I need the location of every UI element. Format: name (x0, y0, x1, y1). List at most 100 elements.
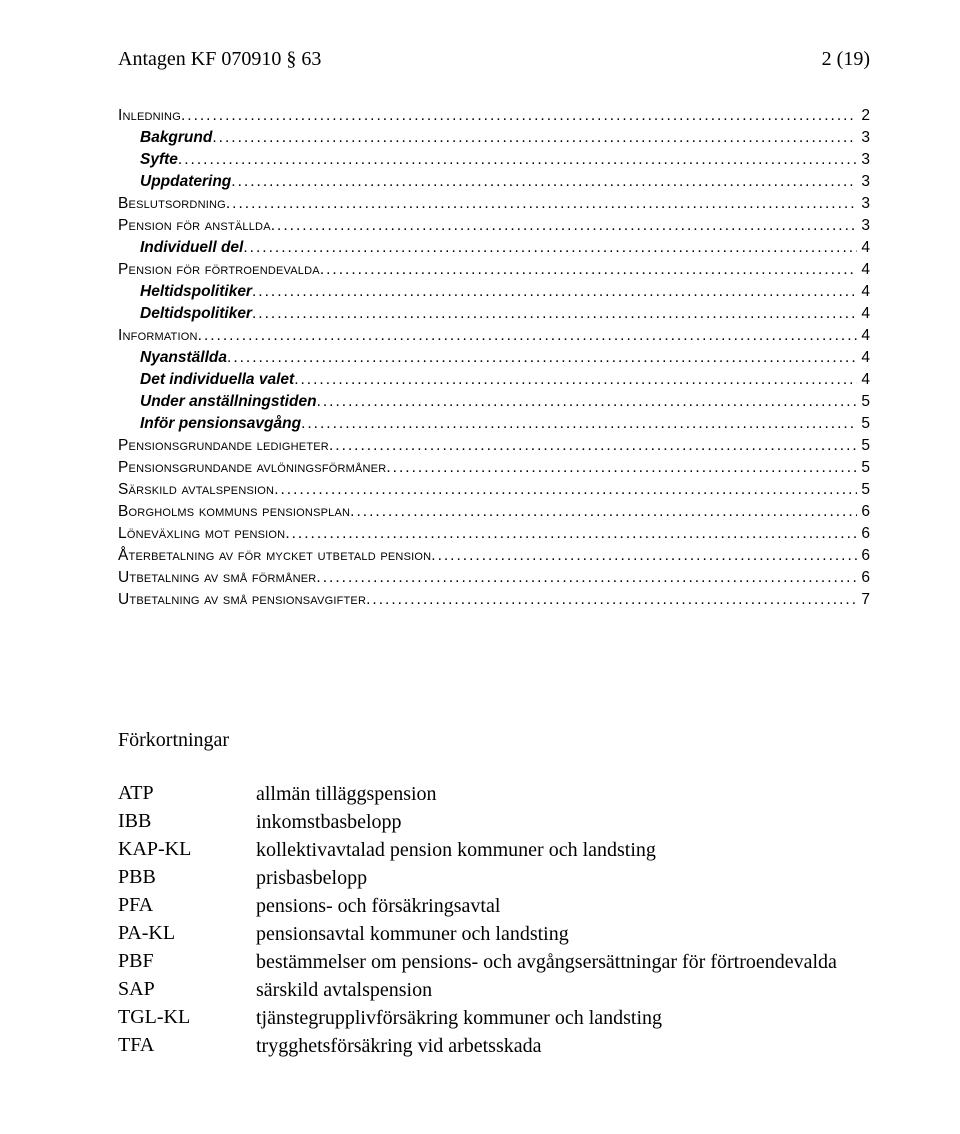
abbrev-key: ATP (118, 782, 256, 805)
toc-leader (227, 347, 857, 369)
toc-leader (285, 523, 857, 545)
toc-page-number: 5 (857, 457, 870, 479)
abbrev-value: pensions- och försäkringsavtal (256, 894, 870, 919)
abbrev-value: allmän tilläggspension (256, 782, 870, 807)
abbreviations-title: Förkortningar (118, 729, 870, 752)
toc-label: Inför pensionsavgång (140, 413, 301, 435)
toc-page-number: 5 (857, 391, 870, 413)
toc-page-number: 4 (857, 259, 870, 281)
toc-row: Individuell del 4 (118, 237, 870, 259)
abbrev-value: trygghetsförsäkring vid arbetsskada (256, 1034, 870, 1059)
toc-label: Individuell del (140, 237, 243, 259)
abbrev-key: SAP (118, 978, 256, 1001)
toc-row: Heltidspolitiker4 (118, 281, 870, 303)
toc-row: Pensionsgrundande ledigheter5 (118, 435, 870, 457)
abbreviations-table: ATPallmän tilläggspensionIBBinkomstbasbe… (118, 782, 870, 1059)
toc-row: Inledning 2 (118, 105, 870, 127)
toc-label: Bakgrund (140, 127, 212, 149)
toc-page-number: 4 (857, 303, 870, 325)
toc-row: Återbetalning av för mycket utbetald pen… (118, 545, 870, 567)
abbrev-key: PFA (118, 894, 256, 917)
toc-label: Beslutsordning (118, 193, 226, 215)
abbrev-key: PBF (118, 950, 256, 973)
toc-label: Deltidspolitiker (140, 303, 252, 325)
toc-page-number: 3 (857, 171, 870, 193)
toc-leader (350, 501, 857, 523)
toc-page-number: 6 (857, 523, 870, 545)
abbrev-value: prisbasbelopp (256, 866, 870, 891)
abbrev-row: KAP-KLkollektivavtalad pension kommuner … (118, 838, 870, 863)
toc-page-number: 4 (857, 347, 870, 369)
toc-page-number: 4 (857, 369, 870, 391)
toc-row: Deltidspolitiker 4 (118, 303, 870, 325)
toc-leader (317, 391, 858, 413)
toc-leader (243, 237, 857, 259)
abbrev-value: särskild avtalspension (256, 978, 870, 1003)
toc-row: Utbetalning av små förmåner6 (118, 567, 870, 589)
abbrev-row: SAPsärskild avtalspension (118, 978, 870, 1003)
toc-leader (252, 303, 857, 325)
abbrev-row: PBBprisbasbelopp (118, 866, 870, 891)
toc-page-number: 3 (857, 193, 870, 215)
toc-row: Beslutsordning 3 (118, 193, 870, 215)
toc-row: Uppdatering 3 (118, 171, 870, 193)
toc-leader (329, 435, 857, 457)
toc-leader (366, 589, 857, 611)
toc-leader (212, 127, 857, 149)
toc-leader (316, 567, 857, 589)
toc-page-number: 3 (857, 215, 870, 237)
page-header: Antagen KF 070910 § 63 2 (19) (118, 48, 870, 71)
abbrev-value: inkomstbasbelopp (256, 810, 870, 835)
toc-label: Pensionsgrundande avlöningsförmåner (118, 457, 386, 479)
toc-row: Pensionsgrundande avlöningsförmåner 5 (118, 457, 870, 479)
toc-row: Pension för anställda3 (118, 215, 870, 237)
toc-row: Pension för förtroendevalda 4 (118, 259, 870, 281)
abbrev-row: IBBinkomstbasbelopp (118, 810, 870, 835)
toc-label: Information (118, 325, 198, 347)
toc-label: Inledning (118, 105, 181, 127)
toc-page-number: 5 (857, 479, 870, 501)
toc-row: Det individuella valet4 (118, 369, 870, 391)
toc-label: Under anställningstiden (140, 391, 317, 413)
abbrev-value: tjänstegrupplivförsäkring kommuner och l… (256, 1006, 870, 1031)
header-right: 2 (19) (822, 48, 870, 71)
abbrev-value: bestämmelser om pensions- och avgångsers… (256, 950, 870, 975)
toc-page-number: 5 (857, 413, 870, 435)
toc-page-number: 4 (857, 237, 870, 259)
abbrev-value: kollektivavtalad pension kommuner och la… (256, 838, 870, 863)
toc-label: Nyanställda (140, 347, 227, 369)
table-of-contents: Inledning2Bakgrund3Syfte3Uppdatering3Bes… (118, 105, 870, 611)
toc-leader (431, 545, 857, 567)
abbrev-key: IBB (118, 810, 256, 833)
toc-row: Löneväxling mot pension6 (118, 523, 870, 545)
toc-leader (301, 413, 857, 435)
toc-page-number: 6 (857, 501, 870, 523)
toc-page-number: 6 (857, 567, 870, 589)
abbrev-row: TGL-KLtjänstegrupplivförsäkring kommuner… (118, 1006, 870, 1031)
toc-page-number: 6 (857, 545, 870, 567)
abbrev-row: ATPallmän tilläggspension (118, 782, 870, 807)
toc-label: Pension för förtroendevalda (118, 259, 320, 281)
toc-label: Borgholms kommuns pensionsplan (118, 501, 350, 523)
toc-leader (181, 105, 857, 127)
toc-label: Utbetalning av små pensionsavgifter (118, 589, 366, 611)
abbrev-key: TFA (118, 1034, 256, 1057)
toc-page-number: 2 (857, 105, 870, 127)
abbrev-row: PFApensions- och försäkringsavtal (118, 894, 870, 919)
toc-page-number: 7 (857, 589, 870, 611)
toc-label: Heltidspolitiker (140, 281, 252, 303)
toc-page-number: 4 (857, 325, 870, 347)
toc-row: Borgholms kommuns pensionsplan 6 (118, 501, 870, 523)
toc-page-number: 3 (857, 127, 870, 149)
toc-leader (231, 171, 857, 193)
toc-label: Uppdatering (140, 171, 231, 193)
toc-row: Bakgrund 3 (118, 127, 870, 149)
toc-page-number: 5 (857, 435, 870, 457)
toc-leader (226, 193, 858, 215)
toc-leader (386, 457, 857, 479)
toc-row: Nyanställda 4 (118, 347, 870, 369)
abbrev-key: TGL-KL (118, 1006, 256, 1029)
header-left: Antagen KF 070910 § 63 (118, 48, 321, 71)
toc-row: Under anställningstiden 5 (118, 391, 870, 413)
toc-row: Syfte3 (118, 149, 870, 171)
